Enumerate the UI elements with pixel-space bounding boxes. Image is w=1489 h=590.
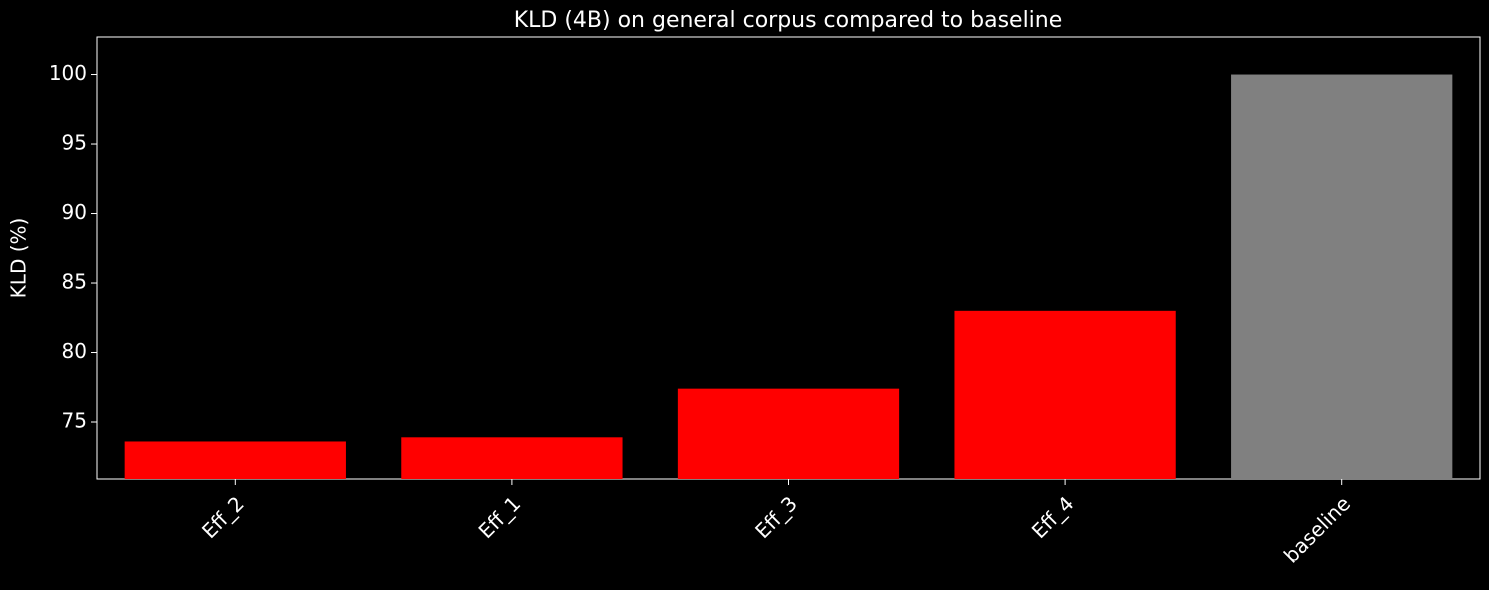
y-tick-label: 95 (62, 131, 87, 155)
x-tick-label: Eff_3 (750, 491, 802, 543)
x-tick-label: Eff_4 (1027, 491, 1079, 543)
y-tick-label: 90 (62, 200, 87, 224)
y-tick-label: 75 (62, 409, 87, 433)
bar (677, 388, 900, 479)
chart-title: KLD (4B) on general corpus compared to b… (514, 8, 1063, 33)
x-tick-label: baseline (1279, 491, 1355, 567)
x-tick-label: Eff_2 (197, 491, 249, 543)
bar (954, 310, 1176, 479)
x-tick-label: Eff_1 (474, 491, 526, 543)
y-tick-label: 80 (62, 339, 87, 363)
bar (1231, 74, 1453, 479)
y-tick-label: 100 (49, 61, 87, 85)
bar (124, 441, 346, 479)
y-tick-label: 85 (62, 270, 87, 294)
bar (401, 437, 623, 479)
y-axis-label: KLD (%) (7, 218, 31, 299)
